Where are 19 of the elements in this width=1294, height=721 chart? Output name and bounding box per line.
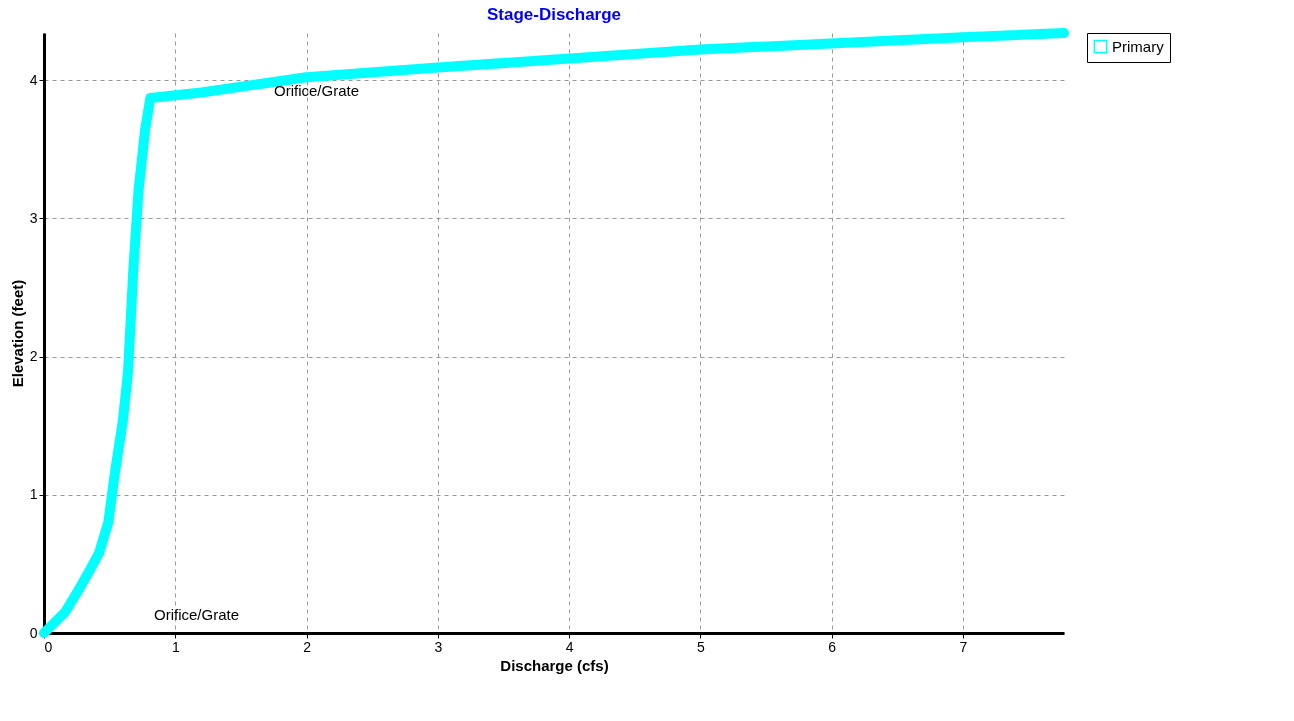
x-tick-label: 5: [696, 638, 705, 655]
x-tick-label: 1: [171, 638, 180, 655]
y-tick-label: 1: [29, 486, 38, 503]
y-tick-label: 0: [29, 624, 38, 641]
annotation: Orifice/Grate: [274, 82, 360, 99]
x-tick-label: 6: [828, 638, 837, 655]
legend-label: Primary: [1112, 37, 1165, 55]
annotation: Orifice/Grate: [154, 606, 240, 623]
x-tick-label: 0: [44, 638, 53, 655]
y-tick-label: 4: [29, 71, 38, 88]
x-tick-label: 3: [434, 638, 443, 655]
y-tick-label: 2: [29, 348, 38, 364]
x-axis-title: Discharge (cfs): [500, 656, 609, 674]
chart-title: Stage-Discharge: [486, 5, 622, 24]
y-tick-label: 3: [29, 209, 38, 226]
x-tick-label: 7: [959, 638, 968, 655]
x-tick-label: 4: [565, 638, 574, 655]
y-axis-title: Elevation (feet): [8, 279, 26, 388]
x-tick-label: 2: [303, 638, 312, 655]
